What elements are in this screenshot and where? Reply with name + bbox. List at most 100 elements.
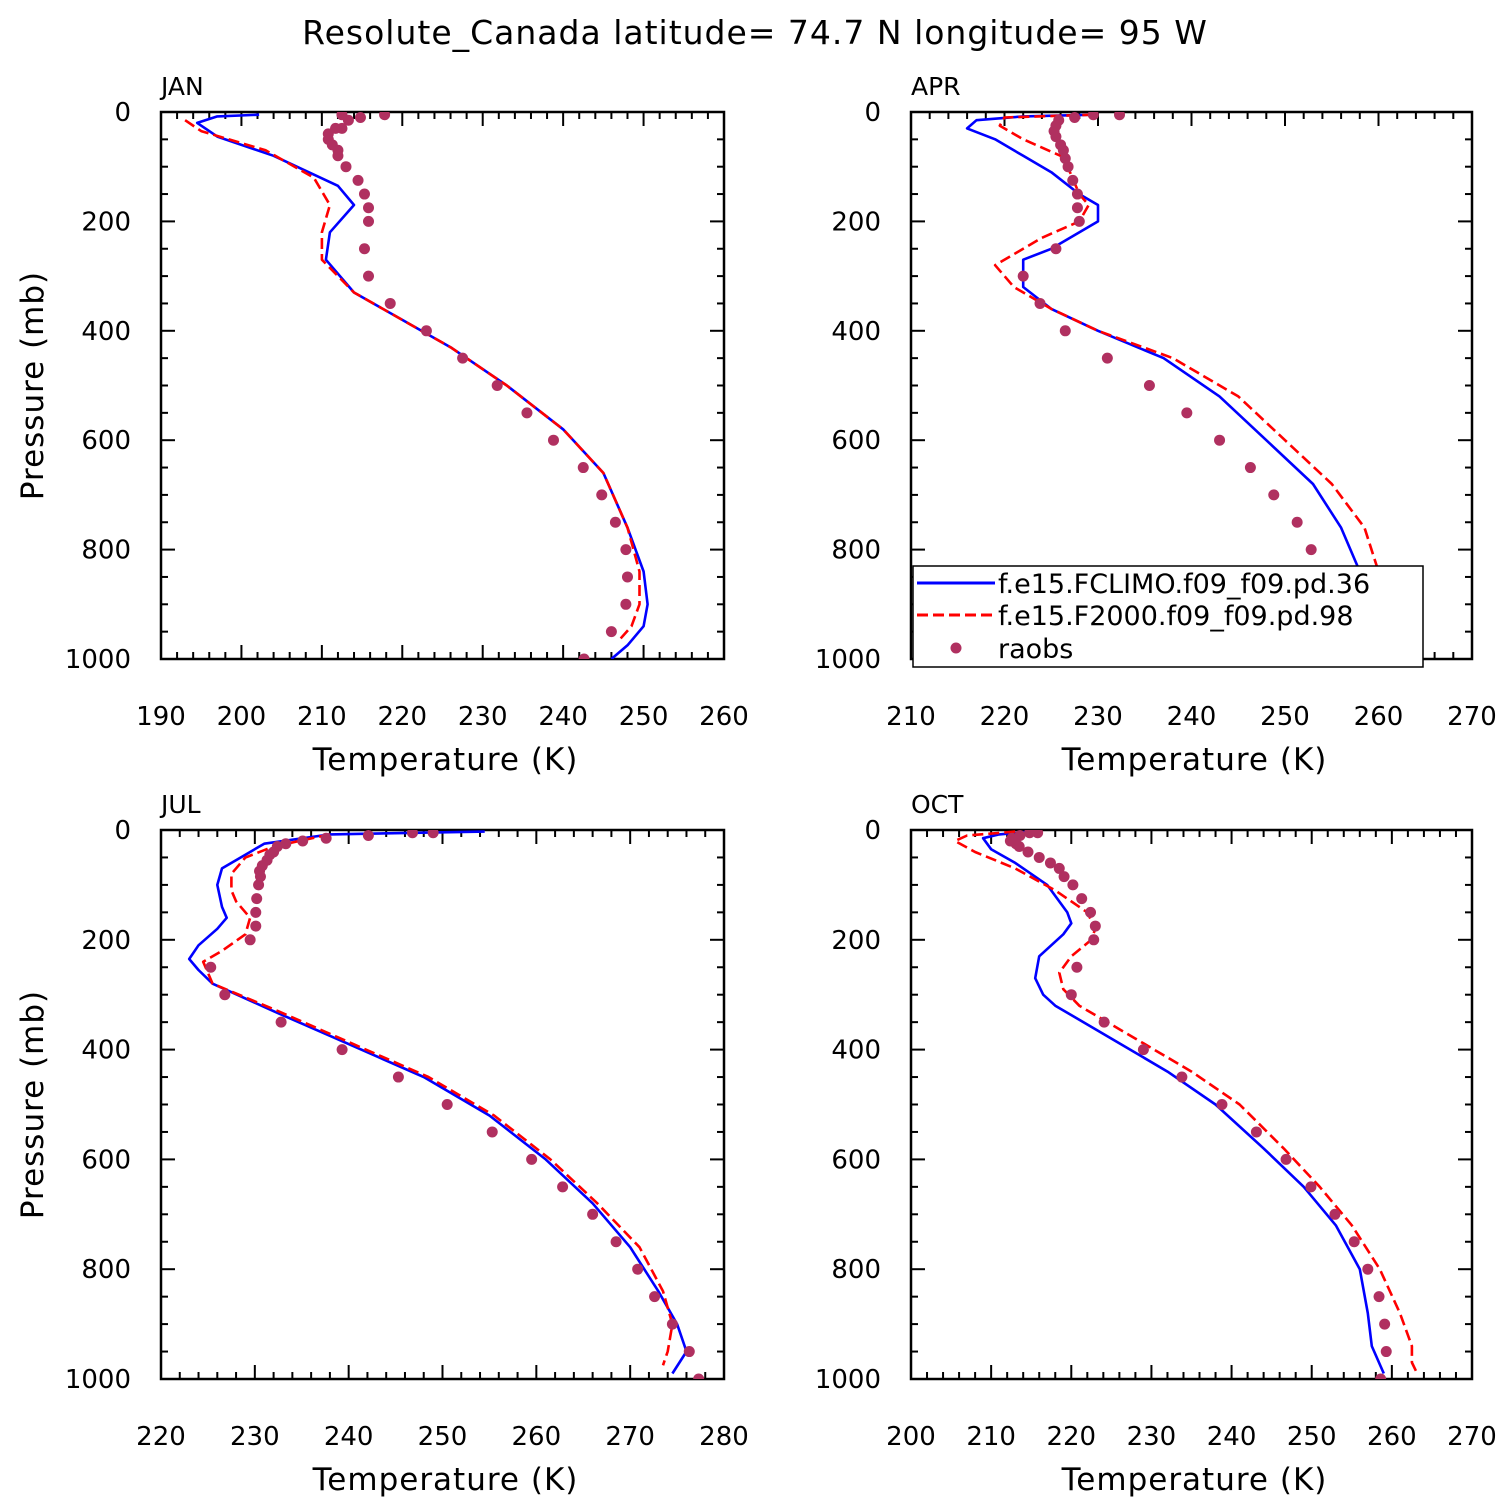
apr-xtick-label: 270 — [1447, 702, 1497, 732]
apr-raobs-point — [1143, 380, 1155, 391]
jul-raobs-point — [362, 830, 374, 841]
oct-raobs-point — [1065, 989, 1077, 1001]
panel-jan: JAN 190 200 210 220 230 240 250 260 0 200 400 600 800… — [15, 72, 749, 778]
jan-raobs-point — [336, 112, 348, 121]
jul-raobs-point — [205, 961, 217, 973]
oct-raobs-point — [1071, 961, 1083, 973]
jan-ytick-label: 200 — [81, 207, 131, 237]
apr-raobs-point — [1059, 325, 1071, 337]
apr-raobs-point — [1034, 297, 1046, 309]
jul-raobs-point — [610, 1236, 622, 1248]
legend-label-1: f.e15.F2000.f09_f09.pd.98 — [998, 601, 1354, 632]
legend: f.e15.FCLIMO.f09_f09.pd.36 f.e15.F2000.f… — [912, 565, 1424, 668]
jul-raobs-point — [280, 838, 292, 850]
jan-raobs-point — [457, 352, 469, 364]
oct-xtick-label: 240 — [1207, 1422, 1257, 1452]
oct-raobs-point — [1305, 1181, 1317, 1193]
jul-raobs-point — [250, 906, 262, 918]
jul-raobs-point — [250, 920, 262, 932]
oct-raobs-point — [1022, 846, 1034, 858]
jul-raobs-point — [632, 1263, 644, 1275]
jan-raobs-point — [358, 188, 370, 200]
oct-raobs-point — [1058, 871, 1070, 883]
jan-ytick-label: 600 — [81, 426, 131, 456]
jan-xaxis-label: Temperature (K) — [312, 742, 579, 778]
jul-ytick-label: 0 — [114, 816, 131, 846]
apr-raobs-point — [1181, 407, 1193, 419]
apr-series-fclimo-line — [965, 113, 1362, 643]
apr-xtick-label: 210 — [886, 702, 936, 732]
oct-series-fclimo-line — [981, 830, 1385, 1375]
jan-raobs-point — [332, 150, 344, 162]
jan-ytick-label: 0 — [114, 98, 131, 128]
oct-xtick-label: 260 — [1367, 1422, 1417, 1452]
apr-xaxis-label: Temperature (K) — [1061, 742, 1328, 778]
jul-xtick-label: 270 — [605, 1422, 655, 1452]
jan-raobs-point — [352, 174, 364, 186]
jan-raobs-point — [363, 215, 375, 227]
jul-raobs-point — [244, 934, 256, 946]
jul-yaxis-label: Pressure (mb) — [15, 990, 51, 1219]
jul-raobs-point — [486, 1126, 498, 1138]
jan-xtick-label: 210 — [297, 702, 347, 732]
apr-xtick-label: 240 — [1167, 702, 1217, 732]
oct-ytick-label: 0 — [864, 816, 881, 846]
apr-raobs-point — [1071, 202, 1083, 214]
oct-raobs-point — [1013, 840, 1025, 852]
oct-ytick-label: 200 — [831, 926, 881, 956]
jan-raobs-point — [363, 202, 375, 214]
jul-xtick-label: 280 — [699, 1422, 749, 1452]
jul-ytick-label: 1000 — [65, 1365, 131, 1395]
jul-series-fclimo-line — [187, 830, 688, 1375]
oct-raobs-point — [1085, 906, 1097, 918]
legend-dot — [950, 642, 962, 654]
oct-raobs-point — [1250, 1126, 1262, 1138]
oct-xaxis-label: Temperature (K) — [1061, 1462, 1328, 1498]
apr-raobs-point — [1050, 243, 1062, 255]
jan-raobs-point — [621, 571, 633, 583]
apr-raobs-point — [1067, 174, 1079, 186]
jul-raobs-point — [320, 832, 332, 844]
panel-jul: JUL 220 230 240 250 260 270 280 0 200 400 600 800 100… — [15, 790, 749, 1498]
oct-raobs-point — [1076, 893, 1088, 905]
jul-raobs-point — [683, 1346, 695, 1358]
oct-raobs-point — [1033, 851, 1045, 863]
jul-raobs-point — [557, 1181, 569, 1193]
jan-xtick-label: 220 — [377, 702, 427, 732]
oct-raobs-point — [1375, 1373, 1387, 1379]
oct-ytick-label: 800 — [831, 1255, 881, 1285]
jan-ytick-label: 800 — [81, 536, 131, 566]
oct-raobs-point — [1216, 1099, 1228, 1110]
jan-raobs-point — [578, 653, 590, 659]
oct-raobs-point — [1176, 1071, 1188, 1083]
jan-raobs-point — [379, 112, 391, 121]
jul-xtick-label: 240 — [324, 1422, 374, 1452]
jan-raobs-point — [620, 544, 632, 556]
apr-raobs-point — [1114, 112, 1126, 121]
oct-raobs-point — [1067, 879, 1079, 891]
jul-raobs-point — [666, 1318, 678, 1330]
jan-raobs-point — [491, 380, 503, 391]
apr-xtick-label: 250 — [1260, 702, 1310, 732]
apr-ytick-label: 600 — [831, 426, 881, 456]
jan-raobs-point — [420, 325, 432, 337]
jul-data-area — [187, 830, 705, 1379]
apr-raobs-point — [1057, 144, 1069, 156]
apr-raobs-point — [1017, 270, 1029, 282]
jul-xtick-label: 250 — [418, 1422, 468, 1452]
jul-raobs-point — [392, 1071, 404, 1083]
oct-xtick-label: 250 — [1287, 1422, 1337, 1452]
oct-series-f2000-line — [953, 830, 1418, 1372]
jan-raobs-point — [605, 626, 617, 638]
jul-xaxis-label: Temperature (K) — [312, 1462, 579, 1498]
oct-raobs-point — [1280, 1153, 1292, 1165]
jan-ytick-label: 1000 — [65, 645, 131, 675]
oct-raobs-point — [1380, 1346, 1392, 1358]
apr-ytick-label: 400 — [831, 317, 881, 347]
jan-xtick-label: 260 — [699, 702, 749, 732]
jul-panel-label: JUL — [159, 790, 201, 819]
panel-apr: APR 210 220 230 240 250 260 270 0 200 400 600 800 100… — [815, 72, 1497, 778]
oct-raobs-point — [1379, 1318, 1391, 1330]
apr-raobs-point — [1305, 544, 1317, 556]
